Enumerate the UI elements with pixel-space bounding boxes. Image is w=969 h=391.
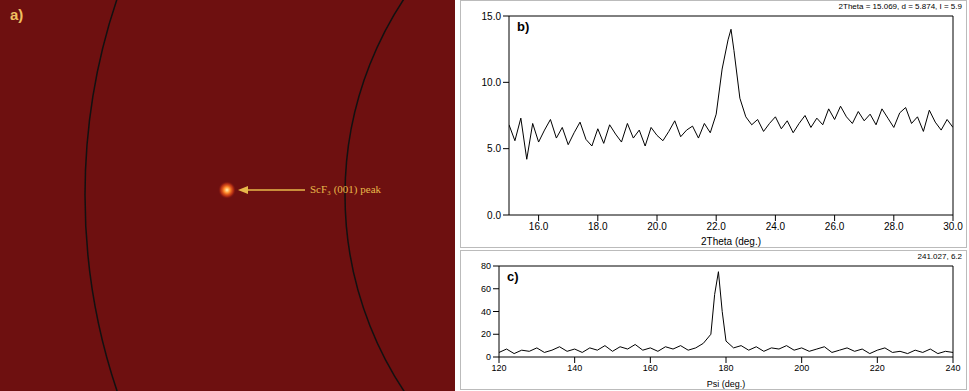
svg-text:20.0: 20.0	[647, 221, 667, 232]
html-text:a): a)	[10, 6, 24, 23]
html-text:c): c)	[507, 269, 519, 284]
html-text:ScF₃ (001) peak: ScF₃ (001) peak	[310, 183, 381, 195]
svg-text:10.0: 10.0	[482, 77, 502, 88]
svg-text:160: 160	[643, 363, 658, 373]
svg-text:80: 80	[481, 261, 491, 271]
svg-text:16.0: 16.0	[529, 221, 549, 232]
svg-text:18.0: 18.0	[588, 221, 608, 232]
svg-text:0.0: 0.0	[487, 210, 501, 221]
svg-text:Psi (deg.): Psi (deg.)	[707, 379, 746, 389]
svg-text:240: 240	[945, 363, 960, 373]
html-text:2Theta = 15.069, d = 5.874, I: 2Theta = 15.069, d = 5.874, I = 5.9	[838, 2, 962, 11]
html-text:241.027, 6.2: 241.027, 6.2	[917, 252, 962, 261]
svg-text:15.0: 15.0	[482, 11, 502, 22]
svg-text:26.0: 26.0	[825, 221, 845, 232]
html-text:b): b)	[517, 19, 530, 34]
svg-text:30.0: 30.0	[943, 221, 963, 232]
svg-text:120: 120	[491, 363, 506, 373]
svg-text:180: 180	[718, 363, 733, 373]
svg-text:200: 200	[794, 363, 809, 373]
svg-text:24.0: 24.0	[766, 221, 786, 232]
svg-text:60: 60	[481, 284, 491, 294]
svg-text:22.0: 22.0	[706, 221, 726, 232]
svg-text:40: 40	[481, 307, 491, 317]
svg-text:20: 20	[481, 329, 491, 339]
svg-text:220: 220	[870, 363, 885, 373]
svg-text:140: 140	[567, 363, 582, 373]
svg-text:2Theta (deg.): 2Theta (deg.)	[701, 236, 761, 247]
svg-text:28.0: 28.0	[884, 221, 904, 232]
svg-text:0: 0	[486, 352, 491, 362]
svg-text:5.0: 5.0	[487, 143, 501, 154]
